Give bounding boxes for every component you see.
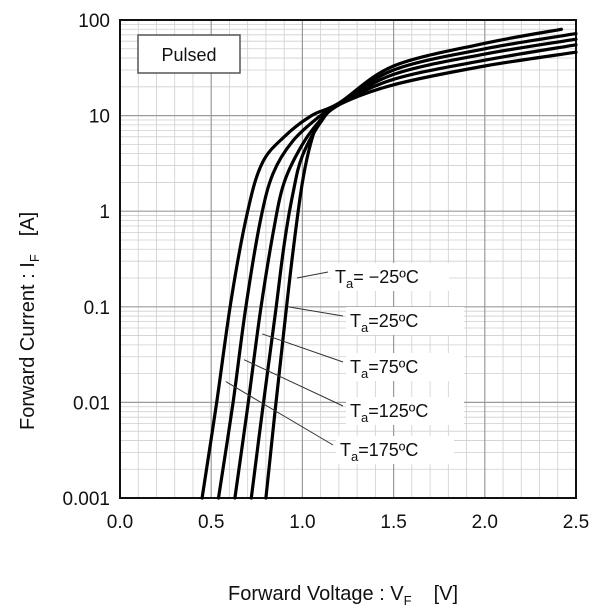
- annotation-leader: [262, 333, 344, 363]
- y-tick-label: 10: [89, 107, 110, 128]
- annotation-label-main: T: [350, 357, 361, 377]
- annotation-label: Ta=25ºC: [350, 311, 418, 335]
- y-tick-label: 0.1: [84, 298, 110, 319]
- y-axis-title-main: Forward Current : I: [17, 262, 39, 430]
- annotation-label-bg: [336, 436, 454, 464]
- annotation-label: Ta=175ºC: [340, 440, 418, 464]
- x-tick-label: 0.5: [198, 512, 224, 533]
- annotation-leader: [296, 271, 329, 279]
- x-axis-title-unit: [V]: [434, 583, 458, 605]
- major-grid: [120, 20, 576, 498]
- x-tick-label: 1.5: [380, 512, 406, 533]
- x-axis-title-sub: F: [404, 593, 412, 608]
- annotation-label-bg: [346, 307, 464, 335]
- annotation-label: Ta=75ºC: [350, 357, 418, 381]
- y-axis-title-sub: F: [27, 254, 42, 262]
- annotation-label-bg: [346, 397, 464, 425]
- series-line-4: [200, 27, 563, 500]
- x-tick-label: 2.5: [563, 512, 589, 533]
- annotation-leader: [225, 381, 334, 446]
- annotation-label-sub: a: [361, 410, 369, 425]
- y-tick-label: 0.001: [62, 489, 110, 510]
- annotation-label-main: T: [350, 401, 361, 421]
- plot-frame: [119, 19, 577, 499]
- annotation-label-rest: =75ºC: [368, 357, 418, 377]
- annotation-leader: [243, 359, 344, 407]
- x-axis-title-main: Forward Voltage : V: [228, 583, 404, 605]
- annotation-label-rest: = −25ºC: [353, 267, 419, 287]
- curves: [200, 27, 578, 500]
- x-tick-labels: 0.0 0.5 1.0 1.5 2.0 2.5: [107, 512, 589, 533]
- annotation-label-sub: a: [346, 276, 354, 291]
- x-tick-label: 0.0: [107, 512, 133, 533]
- y-tick-labels: 0.001 0.01 0.1 1 10 100: [62, 11, 110, 510]
- y-tick-label: 0.01: [73, 393, 110, 414]
- annotation-label-rest: =25ºC: [368, 311, 418, 331]
- y-tick-label: 1: [99, 202, 110, 223]
- annotation-leaders: [225, 271, 344, 446]
- annotation-label-bg: [331, 263, 449, 291]
- annotation-label-main: T: [350, 311, 361, 331]
- y-tick-label: 100: [78, 11, 110, 32]
- annotation-leader: [287, 306, 344, 317]
- annotation-label-main: T: [335, 267, 346, 287]
- series-line-2: [233, 37, 578, 500]
- pulsed-badge: [137, 34, 241, 74]
- annotation-label-bg: [346, 353, 464, 381]
- series-line-1: [249, 43, 578, 500]
- y-axis-title: Forward Current : IF [A]: [17, 212, 42, 430]
- annotation-label-sub: a: [361, 320, 369, 335]
- annotation-label-sub: a: [361, 366, 369, 381]
- annotation-label: Ta=125ºC: [350, 401, 428, 425]
- annotation-label-rest: =175ºC: [358, 440, 418, 460]
- annotation-label-sub: a: [351, 449, 359, 464]
- annotation-label-main: T: [340, 440, 351, 460]
- pulsed-badge-label: Pulsed: [161, 45, 216, 65]
- x-tick-label: 2.0: [472, 512, 498, 533]
- x-axis-title: Forward Voltage : VF [V]: [228, 583, 458, 608]
- annotation-label-rest: =125ºC: [368, 401, 428, 421]
- minor-grid: [120, 20, 576, 498]
- annotation-label: Ta= −25ºC: [335, 267, 419, 291]
- series-line-0: [264, 50, 578, 500]
- series-line-3: [216, 32, 578, 500]
- y-axis-title-unit: [A]: [17, 212, 39, 236]
- x-tick-label: 1.0: [289, 512, 315, 533]
